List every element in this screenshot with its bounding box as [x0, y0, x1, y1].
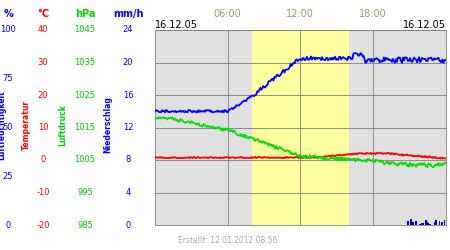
Text: -10: -10: [36, 188, 50, 197]
Text: 1035: 1035: [74, 58, 95, 67]
Text: 1045: 1045: [75, 26, 95, 35]
Bar: [411, 222, 413, 225]
Text: 0: 0: [40, 156, 45, 164]
Text: 16.12.05: 16.12.05: [155, 20, 198, 30]
Bar: [412, 222, 414, 225]
Text: 20: 20: [38, 90, 48, 100]
Text: Luftfeuchtigkeit: Luftfeuchtigkeit: [0, 90, 6, 160]
Bar: [436, 220, 437, 225]
Bar: [425, 220, 427, 225]
Text: Erstellt: 12.01.2012 08:56: Erstellt: 12.01.2012 08:56: [177, 236, 277, 245]
Text: 1025: 1025: [75, 90, 95, 100]
Text: 24: 24: [123, 26, 133, 35]
Bar: [415, 220, 417, 225]
Text: mm/h: mm/h: [113, 9, 143, 19]
Text: 8: 8: [125, 156, 130, 164]
Bar: [434, 222, 436, 225]
Text: 20: 20: [123, 58, 133, 67]
Text: hPa: hPa: [75, 9, 95, 19]
Text: 16: 16: [123, 90, 133, 100]
Text: 16.12.05: 16.12.05: [402, 20, 446, 30]
Text: 75: 75: [3, 74, 14, 83]
Text: 12:00: 12:00: [286, 9, 314, 19]
Text: 12: 12: [123, 123, 133, 132]
Bar: [438, 221, 441, 225]
Text: 50: 50: [3, 123, 13, 132]
Text: 100: 100: [0, 26, 16, 35]
Text: 1015: 1015: [75, 123, 95, 132]
Bar: [410, 219, 412, 225]
Text: °C: °C: [37, 9, 49, 19]
Text: 0: 0: [126, 220, 130, 230]
Text: 1005: 1005: [75, 156, 95, 164]
Text: 18:00: 18:00: [359, 9, 387, 19]
Bar: [441, 222, 443, 225]
Text: 985: 985: [77, 220, 93, 230]
Bar: [429, 224, 431, 225]
Text: Niederschlag: Niederschlag: [104, 96, 112, 154]
Bar: [441, 222, 442, 225]
Text: -20: -20: [36, 220, 50, 230]
Bar: [421, 223, 423, 225]
Bar: [444, 220, 446, 225]
Text: 10: 10: [38, 123, 48, 132]
Bar: [407, 221, 409, 225]
Text: Temperatur: Temperatur: [22, 100, 31, 150]
Text: Luftdruck: Luftdruck: [58, 104, 68, 146]
Text: 06:00: 06:00: [214, 9, 242, 19]
Bar: [422, 222, 424, 225]
Text: 25: 25: [3, 172, 13, 181]
Bar: [419, 224, 421, 225]
Text: 4: 4: [126, 188, 130, 197]
Text: 995: 995: [77, 188, 93, 197]
Text: 0: 0: [5, 220, 11, 230]
Text: %: %: [3, 9, 13, 19]
Text: 40: 40: [38, 26, 48, 35]
Bar: [252, 30, 349, 225]
Text: 30: 30: [38, 58, 48, 67]
Bar: [428, 223, 429, 225]
Bar: [426, 222, 428, 225]
